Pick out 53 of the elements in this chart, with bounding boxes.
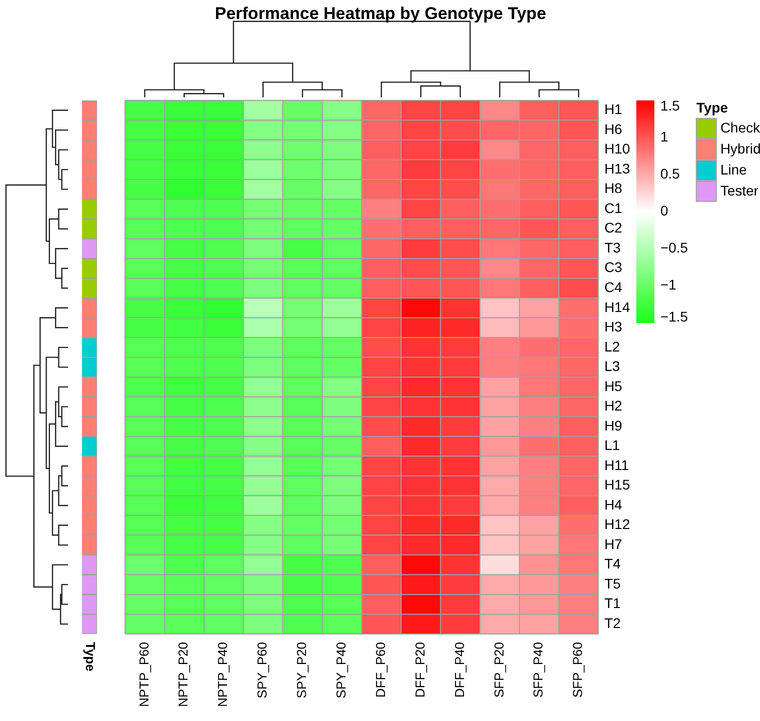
legend-label: Line	[720, 161, 747, 178]
y-tick-label: H6	[604, 120, 622, 137]
x-tick-label: SFP_P40	[530, 642, 546, 698]
y-axis-title: Type	[82, 642, 98, 672]
y-tick-label: L2	[604, 338, 620, 354]
x-tick-label: SPY_P60	[254, 642, 270, 698]
y-tick-label: C4	[604, 278, 622, 295]
legend-label: Hybrid	[720, 140, 760, 156]
y-tick-label: L3	[604, 358, 620, 374]
x-tick-label: NPTP_P40	[215, 642, 230, 708]
y-tick-label: T3	[604, 239, 621, 256]
y-tick-label: T2	[604, 614, 621, 631]
y-tick-label: H2	[604, 398, 622, 414]
color-bar-label: 1	[660, 128, 668, 144]
y-tick-label: L1	[604, 437, 620, 454]
color-bar-label: 0.5	[660, 165, 680, 182]
y-tick-label: H7	[604, 536, 622, 552]
y-tick-label: H14	[604, 298, 630, 315]
y-tick-label: H4	[604, 496, 622, 512]
y-tick-label: T4	[604, 556, 621, 572]
y-tick-label: H3	[604, 318, 622, 335]
y-tick-label: T5	[604, 575, 621, 592]
legend-label: Check	[720, 119, 760, 136]
x-tick-label: DFF_P20	[412, 642, 428, 698]
color-bar-label: 0	[660, 202, 668, 218]
color-bar-label: 1.5	[660, 97, 680, 114]
color-bar-label: −0.5	[660, 239, 688, 256]
color-bar-label: −1.5	[660, 308, 688, 324]
y-tick-label: H15	[604, 476, 630, 493]
y-tick-label: H8	[604, 180, 622, 196]
x-tick-label: NPTP_P60	[136, 642, 152, 708]
x-tick-label: SPY_P40	[334, 642, 349, 698]
color-bar-label: −1	[660, 276, 676, 292]
x-tick-label: SFP_P20	[491, 642, 506, 698]
chart-title: Performance Heatmap by Genotype Type	[214, 4, 546, 23]
y-tick-label: H13	[604, 160, 630, 176]
y-tick-label: H12	[604, 516, 630, 532]
y-tick-label: H10	[604, 140, 630, 157]
y-tick-label: H5	[604, 378, 622, 394]
x-tick-label: SFP_P60	[570, 642, 586, 698]
x-tick-label: NPTP_P20	[176, 642, 191, 708]
legend-label: Tester	[720, 182, 759, 198]
x-tick-label: SPY_P20	[294, 642, 310, 698]
y-tick-label: T1	[604, 595, 621, 612]
legend-title: Type	[696, 99, 728, 116]
y-tick-label: H9	[604, 417, 622, 434]
y-tick-label: H1	[604, 101, 622, 118]
y-tick-label: C2	[604, 220, 622, 236]
x-tick-label: DFF_P60	[372, 642, 388, 698]
y-tick-label: C3	[604, 259, 622, 276]
x-tick-label: DFF_P40	[452, 642, 467, 698]
y-tick-label: H11	[604, 456, 630, 473]
y-tick-label: C1	[604, 200, 622, 216]
